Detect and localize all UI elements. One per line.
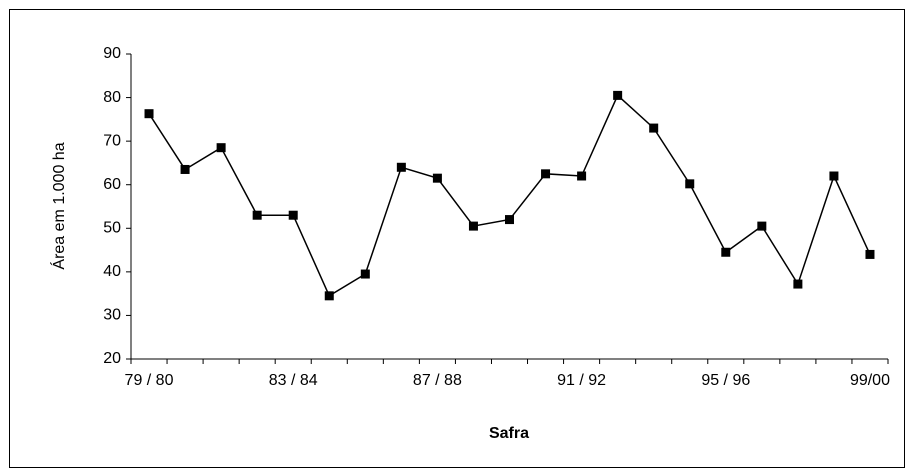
y-axis-title: Área em 1.000 ha bbox=[49, 142, 68, 269]
point-marker bbox=[216, 143, 226, 153]
y-tick-label: 60 bbox=[103, 176, 121, 193]
y-tick-label: 40 bbox=[103, 263, 121, 280]
y-tick-label: 20 bbox=[103, 350, 121, 367]
point-marker bbox=[252, 210, 262, 220]
x-tick-label: 99/00 bbox=[850, 372, 890, 389]
chart-border bbox=[9, 9, 905, 468]
y-tick-label: 50 bbox=[103, 220, 121, 237]
x-tick-label: 79 / 80 bbox=[125, 372, 174, 389]
x-tick-label: 91 / 92 bbox=[557, 372, 606, 389]
x-tick-label: 87 / 88 bbox=[413, 372, 462, 389]
x-axis-title: Safra bbox=[489, 425, 529, 442]
point-marker bbox=[144, 109, 154, 119]
x-tick-label: 95 / 96 bbox=[701, 372, 750, 389]
point-marker bbox=[829, 171, 839, 181]
point-marker bbox=[396, 162, 406, 172]
point-marker bbox=[793, 279, 803, 289]
point-marker bbox=[613, 90, 623, 100]
point-marker bbox=[468, 221, 478, 231]
y-tick-label: 80 bbox=[103, 89, 121, 106]
point-marker bbox=[541, 169, 551, 179]
point-marker bbox=[721, 247, 731, 257]
y-tick-label: 70 bbox=[103, 132, 121, 149]
point-marker bbox=[865, 249, 875, 259]
point-marker bbox=[757, 221, 767, 231]
point-marker bbox=[324, 291, 334, 301]
point-marker bbox=[505, 215, 514, 225]
point-marker bbox=[288, 210, 298, 220]
point-marker bbox=[577, 171, 587, 181]
y-tick-label: 30 bbox=[103, 307, 121, 324]
point-marker bbox=[432, 173, 442, 183]
x-tick-label: 83 / 84 bbox=[269, 372, 318, 389]
point-marker bbox=[360, 269, 370, 279]
point-marker bbox=[685, 179, 695, 189]
point-marker bbox=[180, 164, 190, 174]
point-marker bbox=[649, 123, 659, 133]
y-tick-label: 90 bbox=[103, 45, 121, 62]
